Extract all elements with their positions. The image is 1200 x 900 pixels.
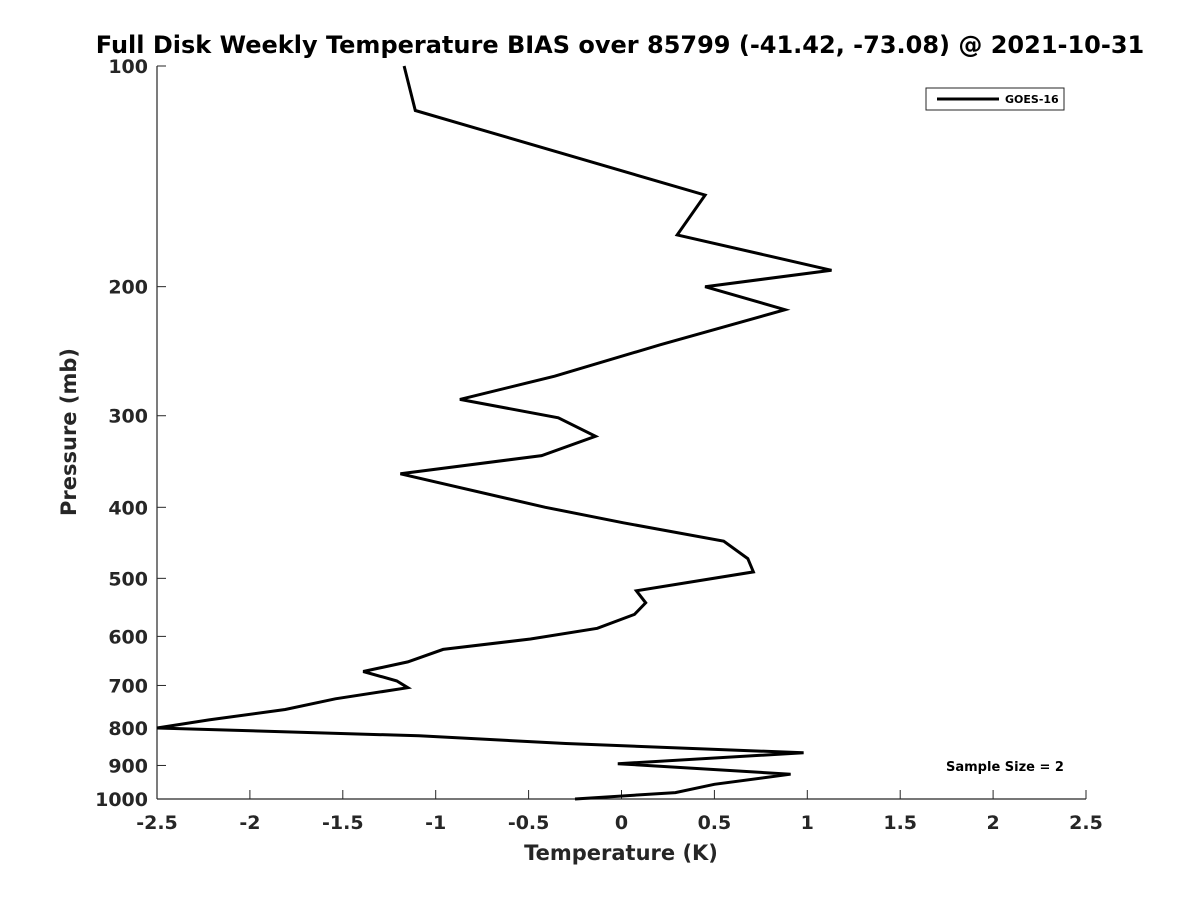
x-tick-label: -2.5 [136, 812, 178, 834]
series-line-goes-16 [156, 65, 832, 801]
x-tick-label: 0 [615, 812, 628, 834]
y-tick-label: 100 [108, 56, 148, 78]
sample-size-annotation: Sample Size = 2 [946, 760, 1064, 775]
x-tick-label: -1.5 [322, 812, 364, 834]
x-tick-label: -0.5 [508, 812, 550, 834]
x-tick-label: 2.5 [1069, 812, 1103, 834]
x-tick-label: -1 [425, 812, 446, 834]
legend-label: GOES-16 [1005, 93, 1059, 106]
y-tick-label: 700 [108, 675, 148, 697]
y-axis-label: Pressure (mb) [57, 348, 81, 516]
y-tick-label: 600 [108, 626, 148, 648]
x-axis-label: Temperature (K) [524, 841, 718, 865]
y-axis-ticks: 100 200 300 400 500 600 700 800 900 1000 [95, 56, 166, 811]
legend: GOES-16 [925, 87, 1065, 111]
y-tick-label: 1000 [95, 789, 148, 811]
y-tick-label: 800 [108, 718, 148, 740]
y-tick-label: 500 [108, 568, 148, 590]
x-tick-label: -2 [239, 812, 260, 834]
y-tick-label: 400 [108, 497, 148, 519]
x-axis-ticks: -2.5 -2 -1.5 -1 -0.5 0 0.5 1 1.5 2 2.5 [136, 790, 1103, 834]
y-tick-label: 900 [108, 755, 148, 777]
y-tick-label: 300 [108, 406, 148, 428]
chart-title: Full Disk Weekly Temperature BIAS over 8… [96, 31, 1144, 59]
x-tick-label: 0.5 [698, 812, 732, 834]
x-tick-label: 1 [801, 812, 814, 834]
y-tick-label: 200 [108, 277, 148, 299]
x-tick-label: 2 [986, 812, 999, 834]
x-tick-label: 1.5 [883, 812, 917, 834]
